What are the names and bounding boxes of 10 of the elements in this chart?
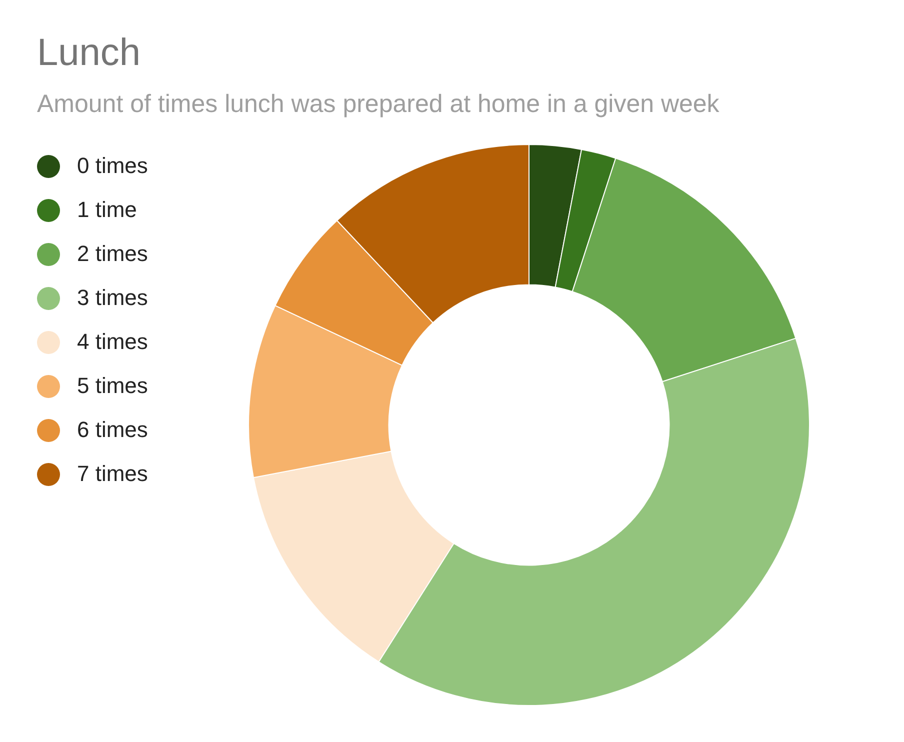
- chart-title: Lunch: [37, 32, 141, 75]
- chart-subtitle: Amount of times lunch was prepared at home in a given week: [37, 90, 720, 119]
- legend-label: 6 times: [77, 417, 148, 443]
- legend-label: 2 times: [77, 241, 148, 267]
- legend-label: 0 times: [77, 153, 148, 179]
- legend-label: 5 times: [77, 373, 148, 399]
- legend-label: 3 times: [77, 285, 148, 311]
- legend-label: 7 times: [77, 461, 148, 487]
- legend-label: 1 time: [77, 197, 137, 223]
- legend-label: 4 times: [77, 329, 148, 355]
